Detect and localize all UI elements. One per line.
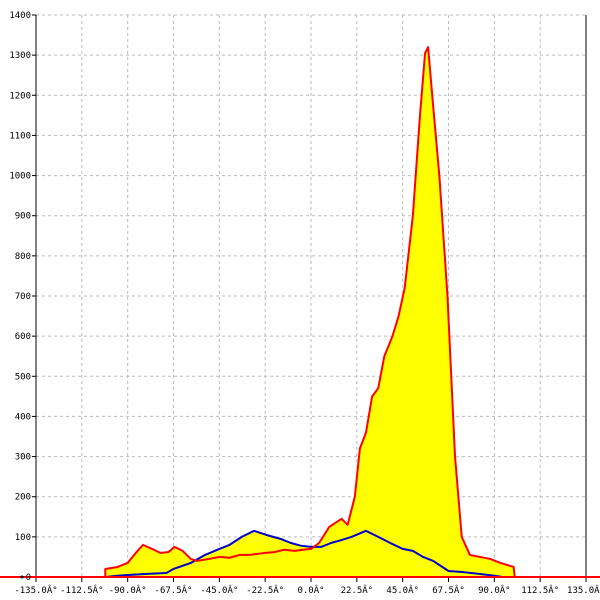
x-tick-label: -90.0Â° xyxy=(109,584,147,596)
x-tick-label: 90.0Â° xyxy=(478,584,511,596)
x-tick-label: 67.5Â° xyxy=(432,584,465,596)
tick-labels: 0 100 200 300 400 500 600 700 800 900 1000 1100 1200… xyxy=(9,11,600,596)
y-tick-label: 0 xyxy=(26,573,31,583)
x-tick-label: 112.5Â° xyxy=(521,584,559,596)
series-1-line xyxy=(105,529,503,578)
y-tick-label: 300 xyxy=(15,453,31,463)
x-tick-label: -67.5Â° xyxy=(155,584,193,596)
origin-marker xyxy=(20,575,24,579)
grid xyxy=(36,14,586,577)
y-tick-label: 200 xyxy=(15,493,31,503)
x-tick-label: 0.0Â° xyxy=(297,584,324,596)
y-tick-label: 1400 xyxy=(9,11,31,21)
y-tick-label: 500 xyxy=(15,372,31,382)
y-tick-label: 1300 xyxy=(9,51,31,61)
y-tick-label: 900 xyxy=(15,212,31,222)
y-tick-label: 600 xyxy=(15,332,31,342)
y-tick-label: 800 xyxy=(15,252,31,262)
y-tick-label: 1100 xyxy=(9,131,31,141)
area-fill xyxy=(36,47,586,578)
y-tick-label: 1000 xyxy=(9,172,31,182)
y-tick-label: 1200 xyxy=(9,91,31,101)
y-tick-label: 400 xyxy=(15,412,31,422)
x-tick-label: -135.0Â° xyxy=(14,584,57,596)
y-tick-label: 700 xyxy=(15,292,31,302)
x-tick-label: -112.5Â° xyxy=(60,584,103,596)
x-tick-label: -45.0Â° xyxy=(200,584,238,596)
series-0-line xyxy=(36,46,586,578)
x-tick-label: 22.5Â° xyxy=(341,584,374,596)
series-1-fill xyxy=(105,530,503,577)
y-tick-label: 100 xyxy=(15,533,31,543)
x-tick-label: -22.5Â° xyxy=(246,584,284,596)
series-0-fill xyxy=(36,47,586,578)
axes xyxy=(0,14,600,582)
x-tick-label: 135.0Â° xyxy=(567,584,600,596)
x-tick-label: 45.0Â° xyxy=(386,584,419,596)
series-lines xyxy=(36,46,586,578)
